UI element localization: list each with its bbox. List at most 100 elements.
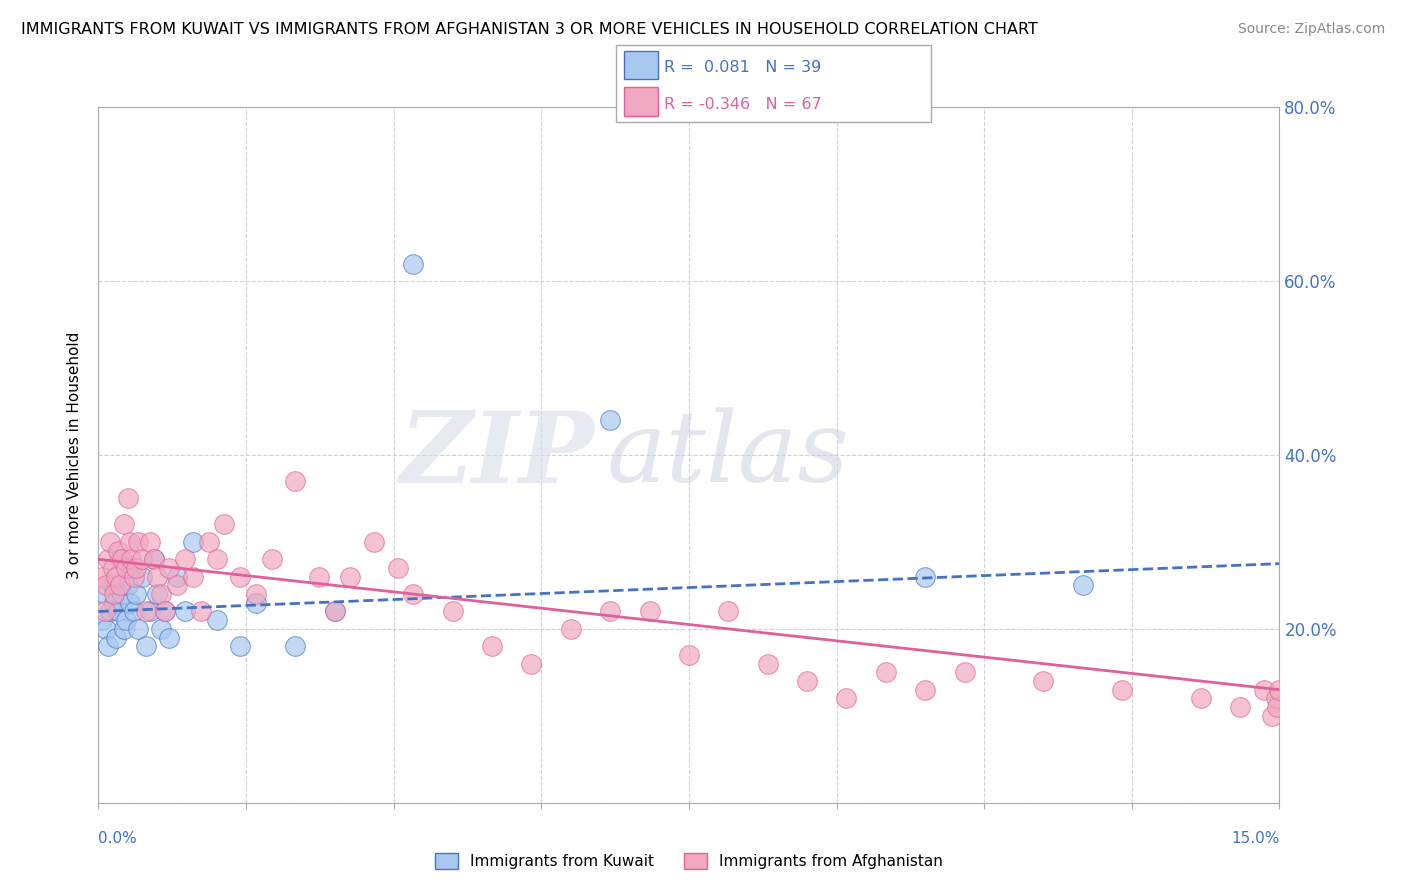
- Text: 15.0%: 15.0%: [1232, 831, 1279, 846]
- Point: [560, 622, 582, 636]
- Point: [174, 552, 197, 566]
- Point: [127, 534, 149, 549]
- Point: [150, 622, 173, 636]
- Point: [118, 534, 141, 549]
- Point: [157, 631, 180, 645]
- Point: [245, 596, 267, 610]
- Point: [118, 596, 141, 610]
- Point: [205, 552, 228, 566]
- Point: [1189, 691, 1212, 706]
- Point: [284, 639, 307, 653]
- Point: [93, 587, 115, 601]
- Point: [93, 605, 115, 619]
- Point: [122, 570, 145, 584]
- Point: [953, 665, 976, 680]
- Point: [146, 587, 169, 601]
- Point: [97, 552, 120, 566]
- Point: [117, 491, 139, 506]
- Point: [104, 631, 127, 645]
- Point: [103, 596, 125, 610]
- Point: [481, 639, 503, 653]
- Point: [181, 570, 204, 584]
- Point: [166, 570, 188, 584]
- Point: [111, 552, 134, 566]
- Y-axis label: 3 or more Vehicles in Household: 3 or more Vehicles in Household: [67, 331, 83, 579]
- Point: [1111, 682, 1133, 697]
- Point: [112, 517, 135, 532]
- Point: [1260, 708, 1282, 723]
- Point: [96, 622, 118, 636]
- Point: [229, 570, 252, 584]
- Point: [146, 570, 169, 584]
- Point: [122, 605, 145, 619]
- Text: R =  0.081   N = 39: R = 0.081 N = 39: [664, 61, 821, 75]
- Point: [142, 552, 165, 566]
- Text: R = -0.346   N = 67: R = -0.346 N = 67: [664, 97, 821, 112]
- Point: [181, 534, 204, 549]
- Point: [205, 613, 228, 627]
- Point: [197, 534, 219, 549]
- Point: [91, 613, 114, 627]
- Point: [135, 605, 157, 619]
- Text: atlas: atlas: [606, 408, 849, 502]
- Point: [835, 691, 858, 706]
- Point: [229, 639, 252, 653]
- Point: [115, 613, 138, 627]
- Point: [214, 517, 236, 532]
- Point: [260, 552, 283, 566]
- Point: [127, 622, 149, 636]
- Text: Source: ZipAtlas.com: Source: ZipAtlas.com: [1237, 22, 1385, 37]
- Point: [135, 639, 157, 653]
- Point: [190, 605, 212, 619]
- Point: [121, 561, 143, 575]
- Point: [112, 622, 135, 636]
- Point: [1267, 682, 1289, 697]
- Point: [717, 605, 740, 619]
- Point: [107, 543, 129, 558]
- Point: [520, 657, 543, 671]
- Point: [1265, 700, 1288, 714]
- Point: [131, 552, 153, 566]
- Point: [678, 648, 700, 662]
- Point: [115, 561, 138, 575]
- Point: [96, 578, 118, 592]
- Point: [104, 570, 127, 584]
- Point: [914, 570, 936, 584]
- Point: [387, 561, 409, 575]
- Point: [155, 605, 177, 619]
- Point: [875, 665, 897, 680]
- Point: [1032, 674, 1054, 689]
- Point: [1253, 682, 1275, 697]
- Point: [914, 682, 936, 697]
- Point: [98, 605, 121, 619]
- Point: [110, 578, 132, 592]
- Point: [101, 561, 124, 575]
- Point: [284, 474, 307, 488]
- Point: [101, 578, 124, 592]
- Point: [402, 256, 425, 270]
- Point: [441, 605, 464, 619]
- Point: [131, 570, 153, 584]
- Point: [1264, 691, 1286, 706]
- Point: [157, 561, 180, 575]
- Point: [166, 578, 188, 592]
- Point: [323, 605, 346, 619]
- Point: [91, 570, 114, 584]
- Point: [138, 605, 160, 619]
- Legend: Immigrants from Kuwait, Immigrants from Afghanistan: Immigrants from Kuwait, Immigrants from …: [429, 847, 949, 875]
- Text: ZIP: ZIP: [399, 407, 595, 503]
- Point: [174, 605, 197, 619]
- Point: [138, 534, 160, 549]
- Point: [1229, 700, 1251, 714]
- Point: [796, 674, 818, 689]
- Point: [98, 534, 121, 549]
- Point: [1071, 578, 1094, 592]
- Point: [125, 561, 148, 575]
- Point: [339, 570, 361, 584]
- Point: [599, 605, 621, 619]
- Point: [638, 605, 661, 619]
- Point: [308, 570, 330, 584]
- Point: [111, 587, 134, 601]
- Point: [599, 413, 621, 427]
- Point: [107, 605, 129, 619]
